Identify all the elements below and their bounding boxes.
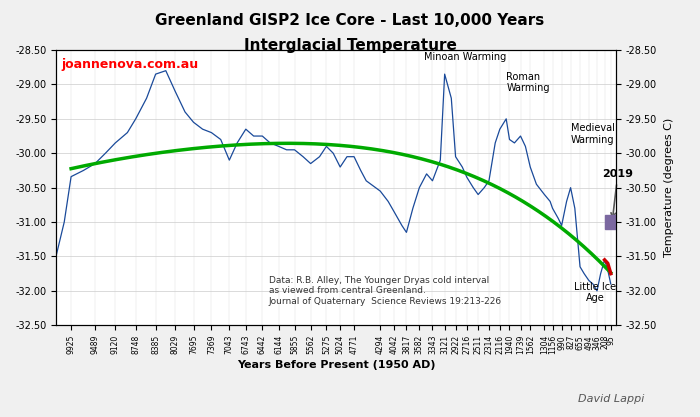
Y-axis label: Temperature (degrees C): Temperature (degrees C) (664, 118, 674, 257)
Text: 2019: 2019 (602, 169, 634, 217)
Text: joannenova.com.au: joannenova.com.au (62, 58, 199, 71)
Text: Minoan Warming: Minoan Warming (424, 53, 506, 63)
Text: Greenland GISP2 Ice Core - Last 10,000 Years: Greenland GISP2 Ice Core - Last 10,000 Y… (155, 13, 545, 28)
Text: Interglacial Temperature: Interglacial Temperature (244, 38, 456, 53)
Text: Medieval
Warming: Medieval Warming (571, 123, 615, 145)
Text: David Lappi: David Lappi (578, 394, 644, 404)
X-axis label: Years Before Present (1950 AD): Years Before Present (1950 AD) (237, 360, 435, 370)
Text: Roman
Warming: Roman Warming (506, 72, 550, 93)
Text: Data: R.B. Alley, The Younger Dryas cold interval
as viewed from central Greenla: Data: R.B. Alley, The Younger Dryas cold… (269, 276, 502, 306)
Text: Little Ice
Age: Little Ice Age (574, 281, 616, 303)
